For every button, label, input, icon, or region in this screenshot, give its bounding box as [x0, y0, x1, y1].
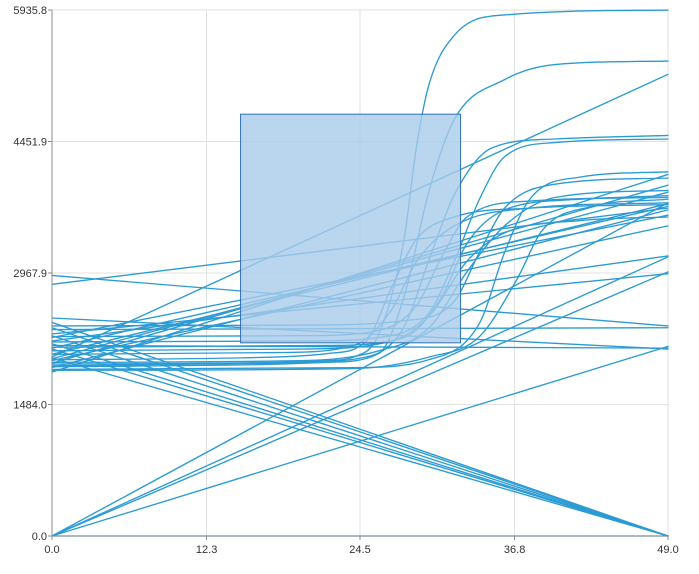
x-tick-label: 0.0 — [44, 544, 59, 556]
series-line-17 — [51, 357, 669, 537]
y-tick-label: 1484.0 — [13, 399, 47, 411]
x-tick-label: 36.8 — [504, 544, 525, 556]
x-tick-label: 12.3 — [196, 544, 217, 556]
y-tick-label: 0.0 — [32, 531, 47, 543]
series-line-25 — [51, 256, 669, 537]
series-line-18 — [51, 348, 669, 537]
selection-rectangle[interactable] — [240, 113, 462, 344]
series-line-22 — [51, 321, 669, 537]
y-tick-label: 5935.8 — [13, 5, 47, 17]
series-line-26 — [51, 345, 669, 537]
series-line-24 — [51, 271, 669, 537]
series-line-32 — [51, 171, 669, 371]
y-tick-label: 4451.9 — [13, 136, 47, 148]
x-tick-label: 49.0 — [657, 544, 678, 556]
x-tick-label: 24.5 — [349, 544, 370, 556]
series-line-23 — [51, 202, 669, 537]
y-tick-label: 2967.9 — [13, 268, 47, 280]
series-line-37 — [51, 198, 669, 371]
selection-layer — [240, 113, 462, 344]
axes: 0.0 1484.0 2967.9 4451.9 5935.8 0.0 12.3 24.5 36… — [13, 5, 678, 556]
series-line-19 — [51, 343, 669, 537]
